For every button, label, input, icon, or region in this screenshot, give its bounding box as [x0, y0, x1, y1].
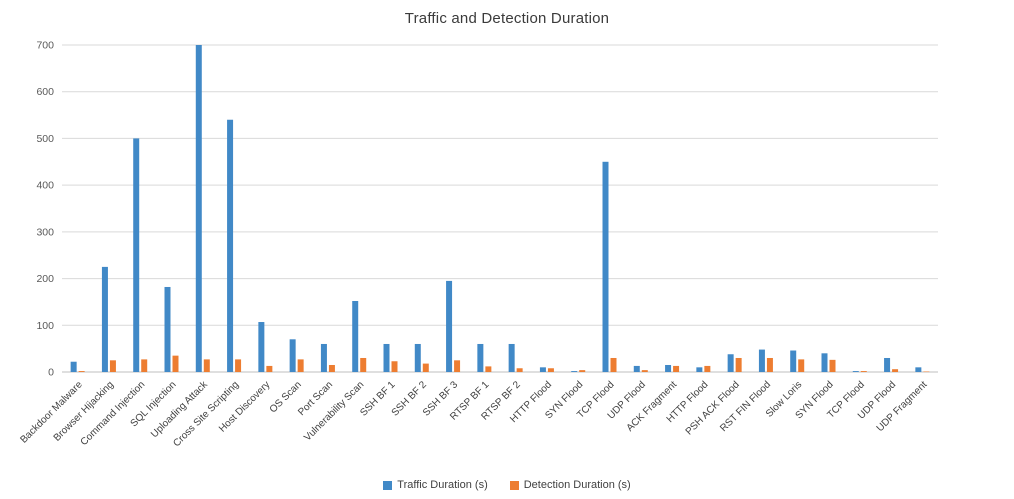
- traffic-bar: [539, 367, 546, 372]
- detection-bar: [766, 357, 773, 372]
- detection-bar: [923, 371, 930, 373]
- x-tick-label: Uploading Attack: [149, 379, 211, 441]
- detection-bar: [360, 357, 367, 372]
- traffic-bar: [289, 339, 296, 372]
- traffic-bar: [665, 364, 672, 372]
- detection-bar: [610, 357, 617, 372]
- legend-item-traffic: Traffic Duration (s): [383, 479, 488, 491]
- detection-bar: [109, 360, 116, 372]
- detection-bar: [735, 357, 742, 372]
- y-tick-label: 300: [36, 226, 54, 238]
- traffic-legend-label: Traffic Duration (s): [397, 479, 488, 491]
- traffic-bar: [602, 161, 609, 372]
- traffic-bar: [633, 365, 640, 372]
- traffic-bar: [790, 350, 797, 372]
- detection-bar: [454, 360, 461, 372]
- detection-bar: [860, 371, 867, 372]
- detection-bar: [485, 366, 492, 372]
- detection-bar: [266, 365, 273, 372]
- traffic-bar: [477, 343, 484, 372]
- traffic-bar: [821, 353, 828, 372]
- detection-bar: [892, 369, 899, 372]
- y-tick-label: 700: [36, 40, 54, 52]
- detection-bar: [829, 359, 836, 372]
- traffic-bar: [101, 266, 108, 372]
- traffic-bar: [571, 371, 578, 372]
- traffic-bar: [227, 119, 234, 372]
- detection-bar: [704, 365, 711, 372]
- y-tick-label: 500: [36, 133, 54, 145]
- traffic-bar: [195, 45, 202, 372]
- traffic-bar: [414, 343, 421, 372]
- x-tick-label: Vulnerability Scan: [302, 379, 366, 443]
- detection-bar: [422, 363, 429, 372]
- chart-title: Traffic and Detection Duration: [404, 10, 610, 27]
- traffic-bar: [258, 322, 265, 372]
- traffic-bar: [70, 361, 77, 372]
- legend-item-detection: Detection Duration (s): [509, 479, 631, 491]
- y-tick-label: 400: [36, 180, 54, 192]
- detection-bar: [798, 359, 805, 372]
- detection-bar: [172, 355, 179, 372]
- detection-legend-label: Detection Duration (s): [523, 479, 631, 491]
- detection-legend-swatch: [509, 480, 519, 490]
- traffic-bar: [352, 300, 359, 372]
- x-tick-label: PSH ACK Flood: [684, 379, 742, 437]
- traffic-legend-swatch: [383, 480, 393, 490]
- traffic-bar: [164, 286, 171, 372]
- detection-bar: [673, 365, 680, 372]
- traffic-bar: [758, 349, 765, 372]
- detection-bar: [579, 370, 586, 372]
- detection-bar: [235, 359, 242, 372]
- detection-bar: [141, 359, 148, 372]
- detection-bar: [547, 368, 554, 372]
- detection-bar: [328, 364, 335, 372]
- y-tick-label: 100: [36, 320, 54, 332]
- detection-bar: [297, 359, 304, 372]
- traffic-bar: [696, 367, 703, 372]
- traffic-bar: [320, 343, 327, 372]
- traffic-bar: [852, 371, 859, 372]
- traffic-bar: [884, 357, 891, 372]
- traffic-bar: [727, 354, 734, 372]
- y-tick-label: 200: [36, 273, 54, 285]
- y-tick-label: 600: [36, 86, 54, 98]
- traffic-bar: [383, 343, 390, 372]
- detection-bar: [641, 370, 648, 372]
- traffic-bar: [915, 367, 922, 372]
- detection-bar: [391, 361, 398, 372]
- traffic-bar: [133, 138, 140, 372]
- y-tick-label: 0: [48, 367, 54, 379]
- legend: Traffic Duration (s) Detection Duration …: [0, 479, 1014, 491]
- detection-bar: [516, 368, 523, 372]
- detection-bar: [78, 371, 85, 372]
- traffic-bar: [446, 280, 453, 372]
- traffic-bar: [508, 343, 515, 372]
- detection-bar: [203, 359, 210, 372]
